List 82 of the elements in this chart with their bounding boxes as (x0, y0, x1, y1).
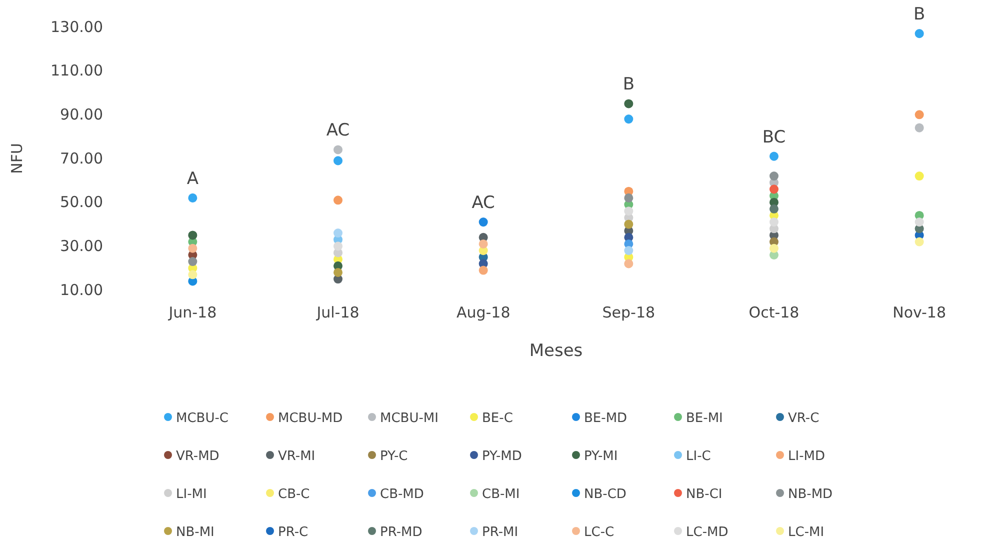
x-tick-label: Jun-18 (168, 304, 217, 322)
point (769, 244, 779, 253)
legend-label: MCBU-MI (380, 411, 438, 426)
legend-label: NB-MD (788, 487, 833, 502)
point (624, 114, 634, 124)
y-tick-label: 50.00 (60, 193, 103, 212)
annotation: B (913, 4, 926, 25)
point (769, 184, 779, 194)
legend-label: LC-C (584, 525, 614, 540)
point (769, 204, 779, 214)
legend-label: CB-MD (380, 487, 424, 502)
annotation: AC (326, 120, 350, 141)
point (333, 268, 343, 277)
point (914, 123, 924, 132)
legend-label: NB-CI (686, 487, 722, 502)
point (624, 259, 634, 268)
legend-label: PR-MD (380, 525, 422, 540)
legend-label: PR-C (278, 525, 308, 540)
point (188, 230, 198, 240)
point (624, 206, 634, 216)
point (624, 99, 634, 108)
point (478, 239, 488, 248)
x-tick-label: Jul-18 (316, 304, 360, 322)
legend-label: LI-C (686, 449, 711, 464)
legend-label: VR-C (788, 411, 820, 426)
legend-label: VR-MI (278, 449, 316, 464)
legend-label: PY-MD (482, 449, 522, 464)
point (333, 156, 343, 166)
legend-label: NB-CD (584, 487, 626, 502)
x-tick-label: Oct-18 (748, 304, 800, 322)
point (914, 237, 924, 246)
point (333, 242, 343, 251)
legend-label: PR-MI (482, 525, 518, 540)
legend-label: VR-MD (176, 449, 220, 464)
annotation: BC (762, 127, 786, 148)
point (914, 110, 924, 120)
x-tick-label: Sep-18 (602, 304, 656, 322)
legend-label: PY-C (380, 449, 408, 464)
point (333, 145, 343, 154)
x-tick-label: Nov-18 (892, 304, 946, 322)
x-axis-title: Meses (529, 341, 583, 361)
legend-label: CB-MI (482, 487, 520, 502)
point (914, 172, 924, 181)
y-tick-label: 130.00 (50, 18, 103, 36)
legend-label: LI-MI (176, 487, 207, 502)
point (769, 172, 779, 181)
point (624, 246, 634, 256)
legend-label: LC-MI (788, 525, 824, 540)
point (624, 220, 634, 229)
y-tick-label: 70.00 (60, 149, 103, 168)
point (333, 196, 343, 205)
legend-label: BE-MD (584, 411, 628, 426)
y-tick-label: 10.00 (60, 280, 103, 299)
point (188, 244, 198, 253)
legend-label: MCBU-C (176, 411, 228, 426)
legend-label: LC-MD (686, 525, 728, 540)
y-tick-label: 30.00 (60, 236, 103, 255)
point (478, 266, 488, 275)
point (188, 257, 198, 266)
point (478, 218, 488, 227)
legend-label: BE-MI (686, 411, 723, 426)
legend-label: MCBU-MD (278, 411, 343, 426)
legend-label: CB-C (278, 487, 310, 502)
y-tick-label: 90.00 (60, 105, 103, 124)
legend-label: BE-C (482, 411, 513, 426)
point (769, 218, 779, 227)
annotation: A (186, 168, 199, 189)
point (333, 228, 343, 238)
y-tick-label: 110.00 (50, 62, 103, 80)
legend-label: NB-MI (176, 525, 214, 540)
x-tick-label: Aug-18 (456, 304, 510, 322)
annotation: AC (472, 193, 495, 214)
legend-label: LI-MD (788, 449, 825, 464)
point (769, 152, 779, 161)
y-axis-title: NFU (8, 143, 26, 174)
point (914, 218, 924, 227)
point (188, 270, 198, 280)
point (624, 193, 634, 202)
point (914, 29, 924, 38)
point (188, 193, 198, 202)
legend-label: PY-MI (584, 449, 618, 464)
annotation: B (622, 74, 635, 95)
